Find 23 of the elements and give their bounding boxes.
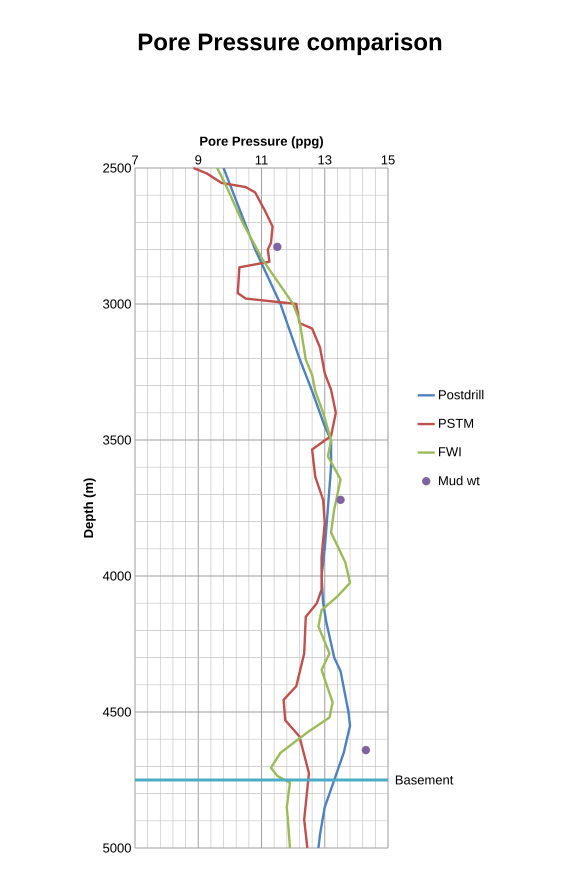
legend-label: FWI [439, 447, 461, 456]
x-tick-label: 13 [318, 155, 332, 164]
x-tick-label: 15 [382, 155, 395, 164]
point [273, 242, 282, 252]
y-tick-label: 3500 [103, 435, 131, 445]
x-axis-title: Pore Pressure (ppg) [200, 136, 323, 148]
y-tick-label: 4500 [102, 707, 131, 717]
point [362, 746, 370, 754]
x-tick-label: 11 [256, 156, 268, 164]
legend-label: PSTM [439, 418, 474, 428]
ref-line-label: Basement [396, 775, 454, 785]
y-tick-label: 4000 [102, 571, 131, 581]
y-axis-title: Depth (m) [84, 478, 96, 538]
chart-title: Pore Pressure comparison [138, 32, 442, 56]
x-tick-label: 7 [132, 156, 138, 164]
legend-label: Mud wt [439, 476, 480, 486]
y-tick-label: 3000 [103, 299, 131, 309]
point [336, 496, 345, 504]
legend-label: Postdrill [439, 390, 484, 400]
x-tick-label: 9 [195, 155, 202, 164]
line-series [192, 166, 338, 850]
y-tick-label: 2500 [103, 163, 131, 173]
y-tick-label: 5000 [103, 843, 131, 853]
